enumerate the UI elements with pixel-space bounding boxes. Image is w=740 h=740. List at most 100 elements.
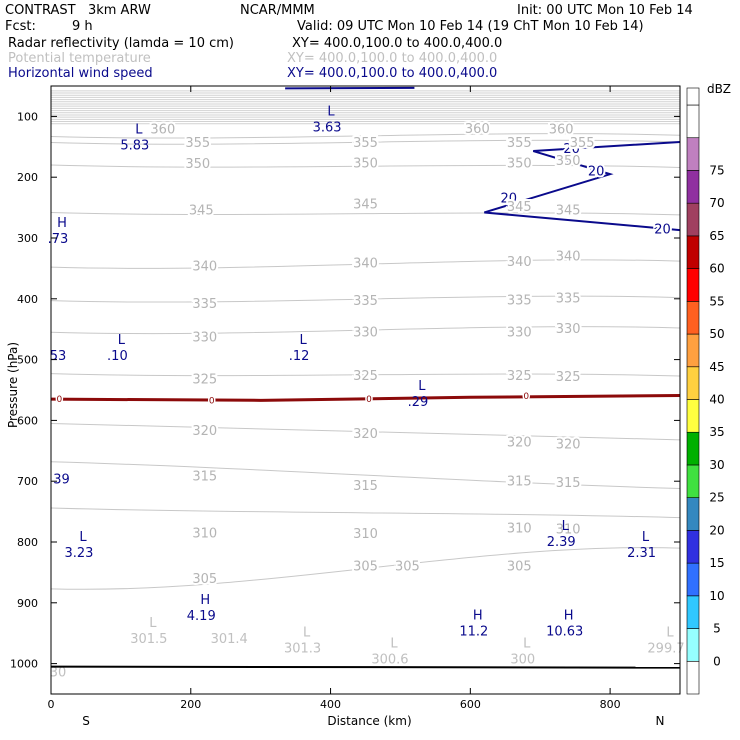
theta-contour-335 <box>51 295 680 303</box>
y-tick-label: 500 <box>17 354 38 367</box>
colorbar: 0 5 10 15 20 25 30 35 40 45 50 55 60 65 70 75 dBZ <box>686 82 731 695</box>
theta-contour-320 <box>51 422 680 441</box>
theta-label: 320 <box>353 427 378 442</box>
colorbar-swatch <box>686 431 700 466</box>
colorbar-label: 75 <box>709 163 724 177</box>
x-end-label-right: N <box>656 714 665 728</box>
reflectivity-label: 0 <box>366 395 372 405</box>
theta-label: 325 <box>556 370 581 385</box>
theta-contour-350 <box>51 164 680 168</box>
extremum-value: 3.63 <box>313 120 342 135</box>
theta-label: 330 <box>353 326 378 341</box>
theta-label: 345 <box>556 203 581 218</box>
wind-contour-20 <box>285 86 415 90</box>
colorbar-label: 55 <box>709 294 724 308</box>
extremum-value: 301.3 <box>284 641 321 656</box>
extremum-marker: L <box>390 636 398 651</box>
plot-frame <box>50 85 681 695</box>
theta-label: 335 <box>192 297 217 312</box>
extremum-value: 2.31 <box>627 546 656 561</box>
colorbar-swatch <box>686 333 700 368</box>
theta-label: 335 <box>507 293 532 308</box>
forecast-label: Fcst: <box>5 19 36 34</box>
extremum-value: 4.19 <box>187 609 216 624</box>
extremum-value: 300.6 <box>371 652 408 667</box>
theta-contour-310 <box>51 507 680 519</box>
theta-label: 315 <box>507 475 532 490</box>
theta-label: 335 <box>556 292 581 307</box>
y-tick-label: 200 <box>17 171 38 184</box>
theta-label: 330 <box>556 322 581 337</box>
theta-contour-330 <box>51 326 680 335</box>
extremum-marker: L <box>299 333 307 348</box>
reflectivity-contour-0 <box>51 393 680 402</box>
theta-label: 335 <box>353 294 378 309</box>
extremum-marker: L <box>642 530 650 545</box>
extremum-marker: L <box>303 625 311 640</box>
x-tick-label: 800 <box>600 698 621 711</box>
colorbar-label: 35 <box>709 425 724 439</box>
x-tick-label: 0 <box>48 698 55 711</box>
extremum-marker: L <box>418 379 426 394</box>
theta-label: 305 <box>192 572 217 587</box>
extremum-value: 299.7 <box>647 641 684 656</box>
theta-label: 315 <box>192 470 217 485</box>
field-reflectivity-name: Radar reflectivity (lamda = 10 cm) <box>8 36 234 51</box>
colorbar-swatch <box>686 87 700 106</box>
colorbar-swatch <box>686 366 700 400</box>
forecast-hour: 9 h <box>72 19 93 34</box>
extremum-value: 10.63 <box>546 624 583 639</box>
y-tick-label: 100 <box>17 110 38 123</box>
extremum-value: .29 <box>408 395 429 410</box>
colorbar-label: 20 <box>709 523 724 537</box>
colorbar-swatch <box>686 660 700 695</box>
colorbar-swatch <box>686 595 700 629</box>
colorbar-swatch <box>686 301 700 335</box>
extremum-marker: L <box>118 333 126 348</box>
extremum-marker: L <box>327 104 335 119</box>
theta-label: 320 <box>507 436 532 451</box>
theta-contours <box>51 133 680 590</box>
theta-label: 350 <box>353 157 378 172</box>
theta-contour-345 <box>51 211 680 216</box>
colorbar-swatch <box>686 628 700 662</box>
init-time: Init: 00 UTC Mon 10 Feb 14 <box>517 3 693 18</box>
wind-label: 20 <box>654 222 671 237</box>
reflectivity-label: 0 <box>57 395 63 405</box>
theta-label: 310 <box>353 527 378 542</box>
y-tick-label: 600 <box>17 414 38 427</box>
colorbar-swatch <box>686 170 700 204</box>
theta-label: 345 <box>189 203 214 218</box>
theta-label: 350 <box>507 157 532 172</box>
wind-contours: 20 20 20 20 <box>285 86 680 239</box>
reflectivity-label: 0 <box>523 392 529 402</box>
theta-label: 325 <box>507 369 532 384</box>
colorbar-swatch <box>686 235 700 269</box>
x-end-label-left: S <box>82 714 90 728</box>
theta-label: 360 <box>549 123 574 138</box>
colorbar-label: 70 <box>709 196 724 210</box>
extremum-value: 39 <box>53 472 70 487</box>
colorbar-swatch <box>686 202 700 237</box>
extremum-marker: L <box>562 519 570 534</box>
colorbar-label: 60 <box>709 262 724 276</box>
colorbar-swatch <box>686 497 700 531</box>
extremum-value: .10 <box>107 349 128 364</box>
extremum-marker: H <box>57 216 67 231</box>
field-wind-xy: XY= 400.0,100.0 to 400.0,400.0 <box>287 66 498 81</box>
extremum-marker: L <box>79 530 87 545</box>
field-theta-xy: XY= 400.0,100.0 to 400.0,400.0 <box>287 51 498 66</box>
theta-contour-325 <box>51 373 680 377</box>
y-tick-label: 400 <box>17 293 38 306</box>
theta-label: 310 <box>507 521 532 536</box>
theta-label: 355 <box>353 136 378 151</box>
extremum-value: 11.2 <box>459 624 488 639</box>
theta-label: 315 <box>556 476 581 491</box>
extremum-marker: L <box>666 625 674 640</box>
theta-contour-305 <box>51 547 680 590</box>
x-tick-label: 200 <box>180 698 201 711</box>
theta-label: 350 <box>556 154 581 169</box>
theta-label: 345 <box>507 200 532 215</box>
theta-label: 320 <box>192 424 217 439</box>
wind-label: 20 <box>563 142 580 157</box>
